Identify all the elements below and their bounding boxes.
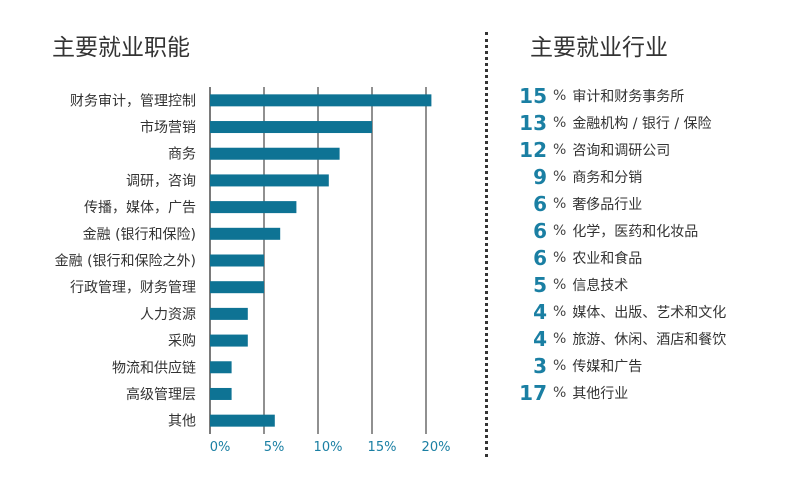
industry-name: 农业和食品 (572, 250, 643, 267)
category-label: 金融 (银行和保险) (83, 227, 196, 243)
category-label: 人力资源 (140, 307, 196, 323)
industry-name: 商务和分销 (572, 169, 643, 186)
industry-row: 6 % 化学，医药和化妆品 (515, 217, 800, 244)
industry-row: 3 % 传媒和广告 (515, 352, 800, 379)
x-tick-label: 15% (368, 440, 397, 455)
industry-percent: 6 (533, 218, 547, 243)
industry-percent: 9 (533, 164, 547, 189)
industry-name: 化学，医药和化妆品 (572, 223, 699, 240)
industry-percent: 12 (519, 137, 547, 162)
category-label: 商务 (168, 147, 196, 163)
industry-row: 4 % 旅游、休闲、酒店和餐饮 (515, 325, 800, 352)
industry-row: 4 % 媒体、出版、艺术和文化 (515, 298, 800, 325)
bar (210, 174, 329, 187)
bar (210, 121, 372, 134)
industry-row: 15 % 审计和财务事务所 (515, 82, 800, 109)
bar (210, 94, 432, 107)
x-tick-label: 20% (422, 440, 451, 455)
percent-sign: % (553, 357, 567, 374)
percent-sign: % (553, 249, 567, 266)
category-label: 采购 (168, 334, 196, 350)
percent-sign: % (553, 114, 567, 131)
percent-sign: % (553, 276, 567, 293)
functions-bar-chart: 0% 5% 10% 15% 20% 财务审计，管理控制市场营销商务调研，咨询传播，媒体，广… (55, 87, 451, 455)
bar (210, 201, 297, 214)
industry-percent: 4 (533, 299, 547, 324)
industry-name: 媒体、出版、艺术和文化 (572, 304, 727, 321)
category-label: 调研，咨询 (126, 173, 196, 189)
industry-name: 其他行业 (572, 385, 629, 402)
industry-percent: 6 (533, 245, 547, 270)
category-label: 金融 (银行和保险之外) (55, 254, 196, 270)
bar (210, 227, 281, 240)
industry-name: 金融机构 / 银行 / 保险 (572, 115, 712, 132)
functions-title: 主要就业职能 (52, 35, 190, 61)
industry-name: 旅游、休闲、酒店和餐饮 (572, 331, 727, 348)
category-label: 行政管理，财务管理 (70, 280, 196, 296)
industry-row: 9 % 商务和分销 (515, 163, 800, 190)
industry-row: 6 % 奢侈品行业 (515, 190, 800, 217)
industry-row: 5 % 信息技术 (515, 271, 800, 298)
industry-name: 审计和财务事务所 (572, 88, 685, 105)
category-label: 高级管理层 (126, 386, 196, 403)
bar (210, 281, 264, 294)
industry-name: 咨询和调研公司 (572, 142, 671, 159)
industry-percent: 5 (533, 272, 547, 297)
category-label: 财务审计，管理控制 (70, 93, 196, 109)
bar (210, 334, 248, 347)
industry-row: 17 % 其他行业 (515, 379, 800, 406)
bar (210, 307, 248, 320)
percent-sign: % (553, 303, 567, 320)
bar (210, 254, 264, 267)
bar (210, 147, 340, 160)
industry-list: 15 % 审计和财务事务所 13 % 金融机构 / 银行 / 保险 12 % 咨… (515, 82, 800, 406)
industry-name: 奢侈品行业 (572, 196, 643, 213)
industry-name: 信息技术 (572, 277, 629, 294)
category-label: 传播，媒体，广告 (84, 200, 196, 216)
industry-row: 12 % 咨询和调研公司 (515, 136, 800, 163)
industry-percent: 3 (533, 353, 547, 378)
industry-percent: 15 (519, 83, 547, 108)
industry-row: 13 % 金融机构 / 银行 / 保险 (515, 109, 800, 136)
industry-row: 6 % 农业和食品 (515, 244, 800, 271)
industries-title: 主要就业行业 (530, 35, 668, 61)
percent-sign: % (553, 87, 567, 104)
percent-sign: % (553, 222, 567, 239)
category-label: 市场营销 (140, 119, 196, 136)
percent-sign: % (553, 195, 567, 212)
percent-sign: % (553, 330, 567, 347)
category-label: 其他 (168, 414, 196, 430)
industry-percent: 13 (519, 110, 547, 135)
percent-sign: % (553, 168, 567, 185)
bar (210, 387, 232, 400)
x-tick-label: 5% (264, 440, 285, 455)
percent-sign: % (553, 384, 567, 401)
industry-percent: 6 (533, 191, 547, 216)
industry-percent: 17 (519, 380, 547, 405)
percent-sign: % (553, 141, 567, 158)
industry-name: 传媒和广告 (572, 358, 643, 375)
bar (210, 361, 232, 374)
industry-percent: 4 (533, 326, 547, 351)
bar (210, 414, 275, 427)
dotted-divider (485, 32, 488, 457)
x-tick-label: 10% (314, 440, 343, 455)
category-label: 物流和供应链 (112, 359, 196, 376)
x-tick-label: 0% (210, 440, 231, 455)
